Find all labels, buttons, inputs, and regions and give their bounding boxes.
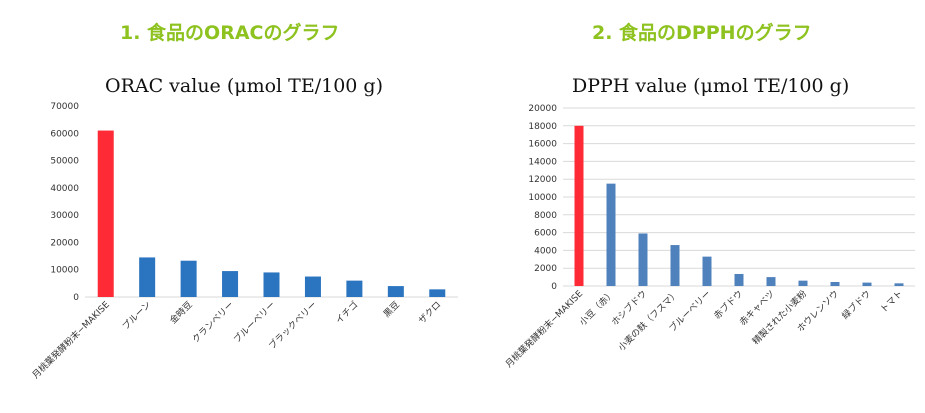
orac-bar (180, 260, 197, 297)
orac-y-tick-label: 70000 (50, 102, 79, 112)
dpph-bar (606, 183, 616, 286)
orac-bar (346, 280, 363, 297)
orac-y-tick-label: 0 (73, 293, 79, 303)
dpph-y-tick-label: 16000 (528, 140, 557, 150)
dpph-bar (734, 273, 744, 286)
dpph-category-label: 小麦の麸（フスマ） (616, 288, 682, 354)
orac-category-label: 金時豆 (167, 299, 195, 327)
dpph-category-label: 月桃葉発酵粉末−MAKISE (503, 287, 586, 370)
orac-bar (139, 257, 156, 297)
dpph-y-tick-label: 2000 (534, 264, 557, 274)
dpph-y-tick-label: 10000 (528, 193, 557, 203)
orac-y-tick-label: 50000 (50, 157, 79, 167)
orac-bar (97, 130, 114, 297)
dpph-category-label: 精製された小麦粉 (750, 288, 809, 347)
dpph-category-label: 赤ブドウ (711, 288, 745, 322)
orac-bar (222, 271, 239, 297)
dpph-y-tick-label: 8000 (534, 211, 557, 221)
orac-bar (429, 289, 446, 297)
dpph-y-tick-label: 4000 (534, 246, 557, 256)
orac-category-label: ザクロ (417, 299, 444, 326)
dpph-bar (670, 245, 680, 286)
dpph-chart: 0 2000 4000 6000 8000 10000 12000 14000 16000 180… (503, 104, 915, 370)
dpph-bar (574, 125, 584, 286)
dpph-bar (830, 281, 840, 286)
dpph-y-tick-label: 18000 (528, 122, 557, 132)
orac-bar (304, 276, 321, 297)
dpph-category-label: 緑ブドウ (839, 288, 873, 322)
orac-category-label: プルーン (120, 299, 153, 332)
dpph-y-tick-label: 6000 (534, 229, 557, 239)
orac-bar (263, 272, 280, 297)
dpph-y-tick-label: 14000 (528, 157, 557, 167)
orac-y-tick-label: 60000 (50, 129, 79, 139)
orac-y-tick-label: 40000 (50, 184, 79, 194)
orac-category-label: クランベリー (190, 299, 236, 345)
dpph-bar (862, 282, 872, 286)
dpph-y-tick-label: 12000 (528, 175, 557, 185)
orac-y-tick-label: 30000 (50, 211, 79, 221)
orac-category-label: ブルーベリー (231, 299, 278, 346)
orac-chart: 0 10000 20000 30000 40000 50000 60000 70000 月桃葉発… (30, 102, 458, 381)
dpph-bar (702, 256, 712, 286)
dpph-bar (798, 280, 808, 286)
orac-category-label: 黒豆 (381, 299, 402, 320)
dpph-bar (766, 277, 776, 286)
orac-bar (387, 286, 404, 297)
dpph-category-label: トマト (879, 289, 905, 315)
dpph-section-heading: 2. 食品のDPPHのグラフ (592, 22, 812, 44)
dpph-y-tick-label: 0 (551, 282, 557, 292)
orac-y-tick-label: 10000 (50, 266, 79, 276)
dpph-bar (894, 283, 904, 286)
orac-chart-title: ORAC value (μmol TE/100 g) (105, 75, 383, 97)
orac-y-tick-label: 20000 (50, 238, 79, 248)
orac-category-label: イチゴ (333, 299, 361, 327)
dpph-chart-title: DPPH value (μmol TE/100 g) (572, 75, 850, 97)
dpph-bar (638, 233, 648, 286)
orac-section-heading: 1. 食品のORACのグラフ (120, 22, 340, 44)
dpph-y-tick-label: 20000 (528, 104, 557, 114)
orac-category-label: 月桃葉発酵粉末−MAKISE (30, 298, 113, 381)
